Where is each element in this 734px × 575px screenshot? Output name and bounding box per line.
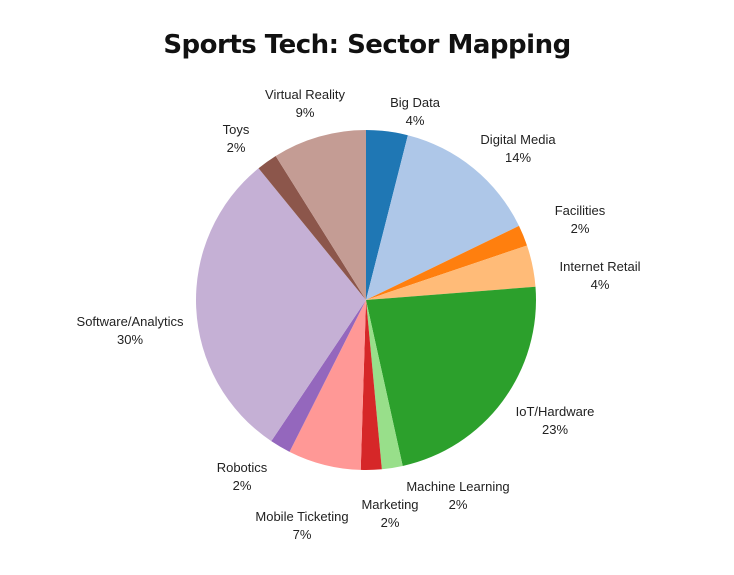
slice-label: Marketing 2% <box>361 496 418 532</box>
slice-label: Internet Retail 4% <box>560 258 641 294</box>
slice-label: Mobile Ticketing 7% <box>255 508 348 544</box>
chart-title: Sports Tech: Sector Mapping <box>163 30 571 60</box>
pie-slice-toys <box>258 155 366 300</box>
pie-slice-marketing <box>360 300 382 470</box>
slice-label: Virtual Reality 9% <box>265 86 345 122</box>
slice-label-value: 7% <box>292 527 312 542</box>
slice-label-value: 2% <box>570 221 590 236</box>
pie-slice-mobile-ticketing <box>289 300 366 470</box>
slice-label-name: Robotics <box>216 460 268 475</box>
slice-label-value: 4% <box>405 113 425 128</box>
slice-label: Facilities 2% <box>555 202 606 238</box>
slice-label-value: 4% <box>590 277 610 292</box>
slice-label: Machine Learning 2% <box>406 478 509 514</box>
slice-label-value: 2% <box>226 140 246 155</box>
pie-slice-facilities <box>366 225 528 300</box>
slice-label: Software/Analytics 30% <box>77 313 184 349</box>
slice-label-value: 14% <box>504 150 532 165</box>
slice-label: Toys 2% <box>223 121 250 157</box>
pie-slice-iot-hardware <box>366 286 536 466</box>
slice-label-value: 23% <box>541 422 569 437</box>
slice-label-name: Virtual Reality <box>265 87 345 102</box>
pie-slice-digital-media <box>366 135 520 300</box>
slice-label: Digital Media 14% <box>480 131 555 167</box>
pie-slice-internet-retail <box>366 245 536 300</box>
slice-label-name: Internet Retail <box>559 259 641 274</box>
pie-slice-virtual-reality <box>275 130 366 300</box>
pie-slice-machine-learning <box>366 300 403 470</box>
slice-label-value: 2% <box>232 478 252 493</box>
slice-label-value: 9% <box>295 105 315 120</box>
slice-label-name: Digital Media <box>480 132 556 147</box>
slice-label-name: IoT/Hardware <box>515 404 595 419</box>
slice-label-value: 2% <box>448 497 468 512</box>
slice-label: Big Data 4% <box>390 94 440 130</box>
pie-slice-software-analytics <box>195 168 366 442</box>
slice-label-name: Big Data <box>390 95 440 110</box>
pie-slice-robotics <box>271 300 366 452</box>
slice-label-name: Toys <box>222 122 250 137</box>
pie-slice-big-data <box>366 130 408 300</box>
slice-label: Robotics 2% <box>217 459 268 495</box>
slice-label-value: 30% <box>116 332 144 347</box>
slice-label-name: Software/Analytics <box>76 314 184 329</box>
slice-label-name: Mobile Ticketing <box>255 509 349 524</box>
slice-label-value: 2% <box>380 515 400 530</box>
slice-label: IoT/Hardware 23% <box>516 403 595 439</box>
slice-label-name: Facilities <box>554 203 606 218</box>
slice-label-name: Marketing <box>361 497 419 512</box>
slice-label-name: Machine Learning <box>406 479 510 494</box>
